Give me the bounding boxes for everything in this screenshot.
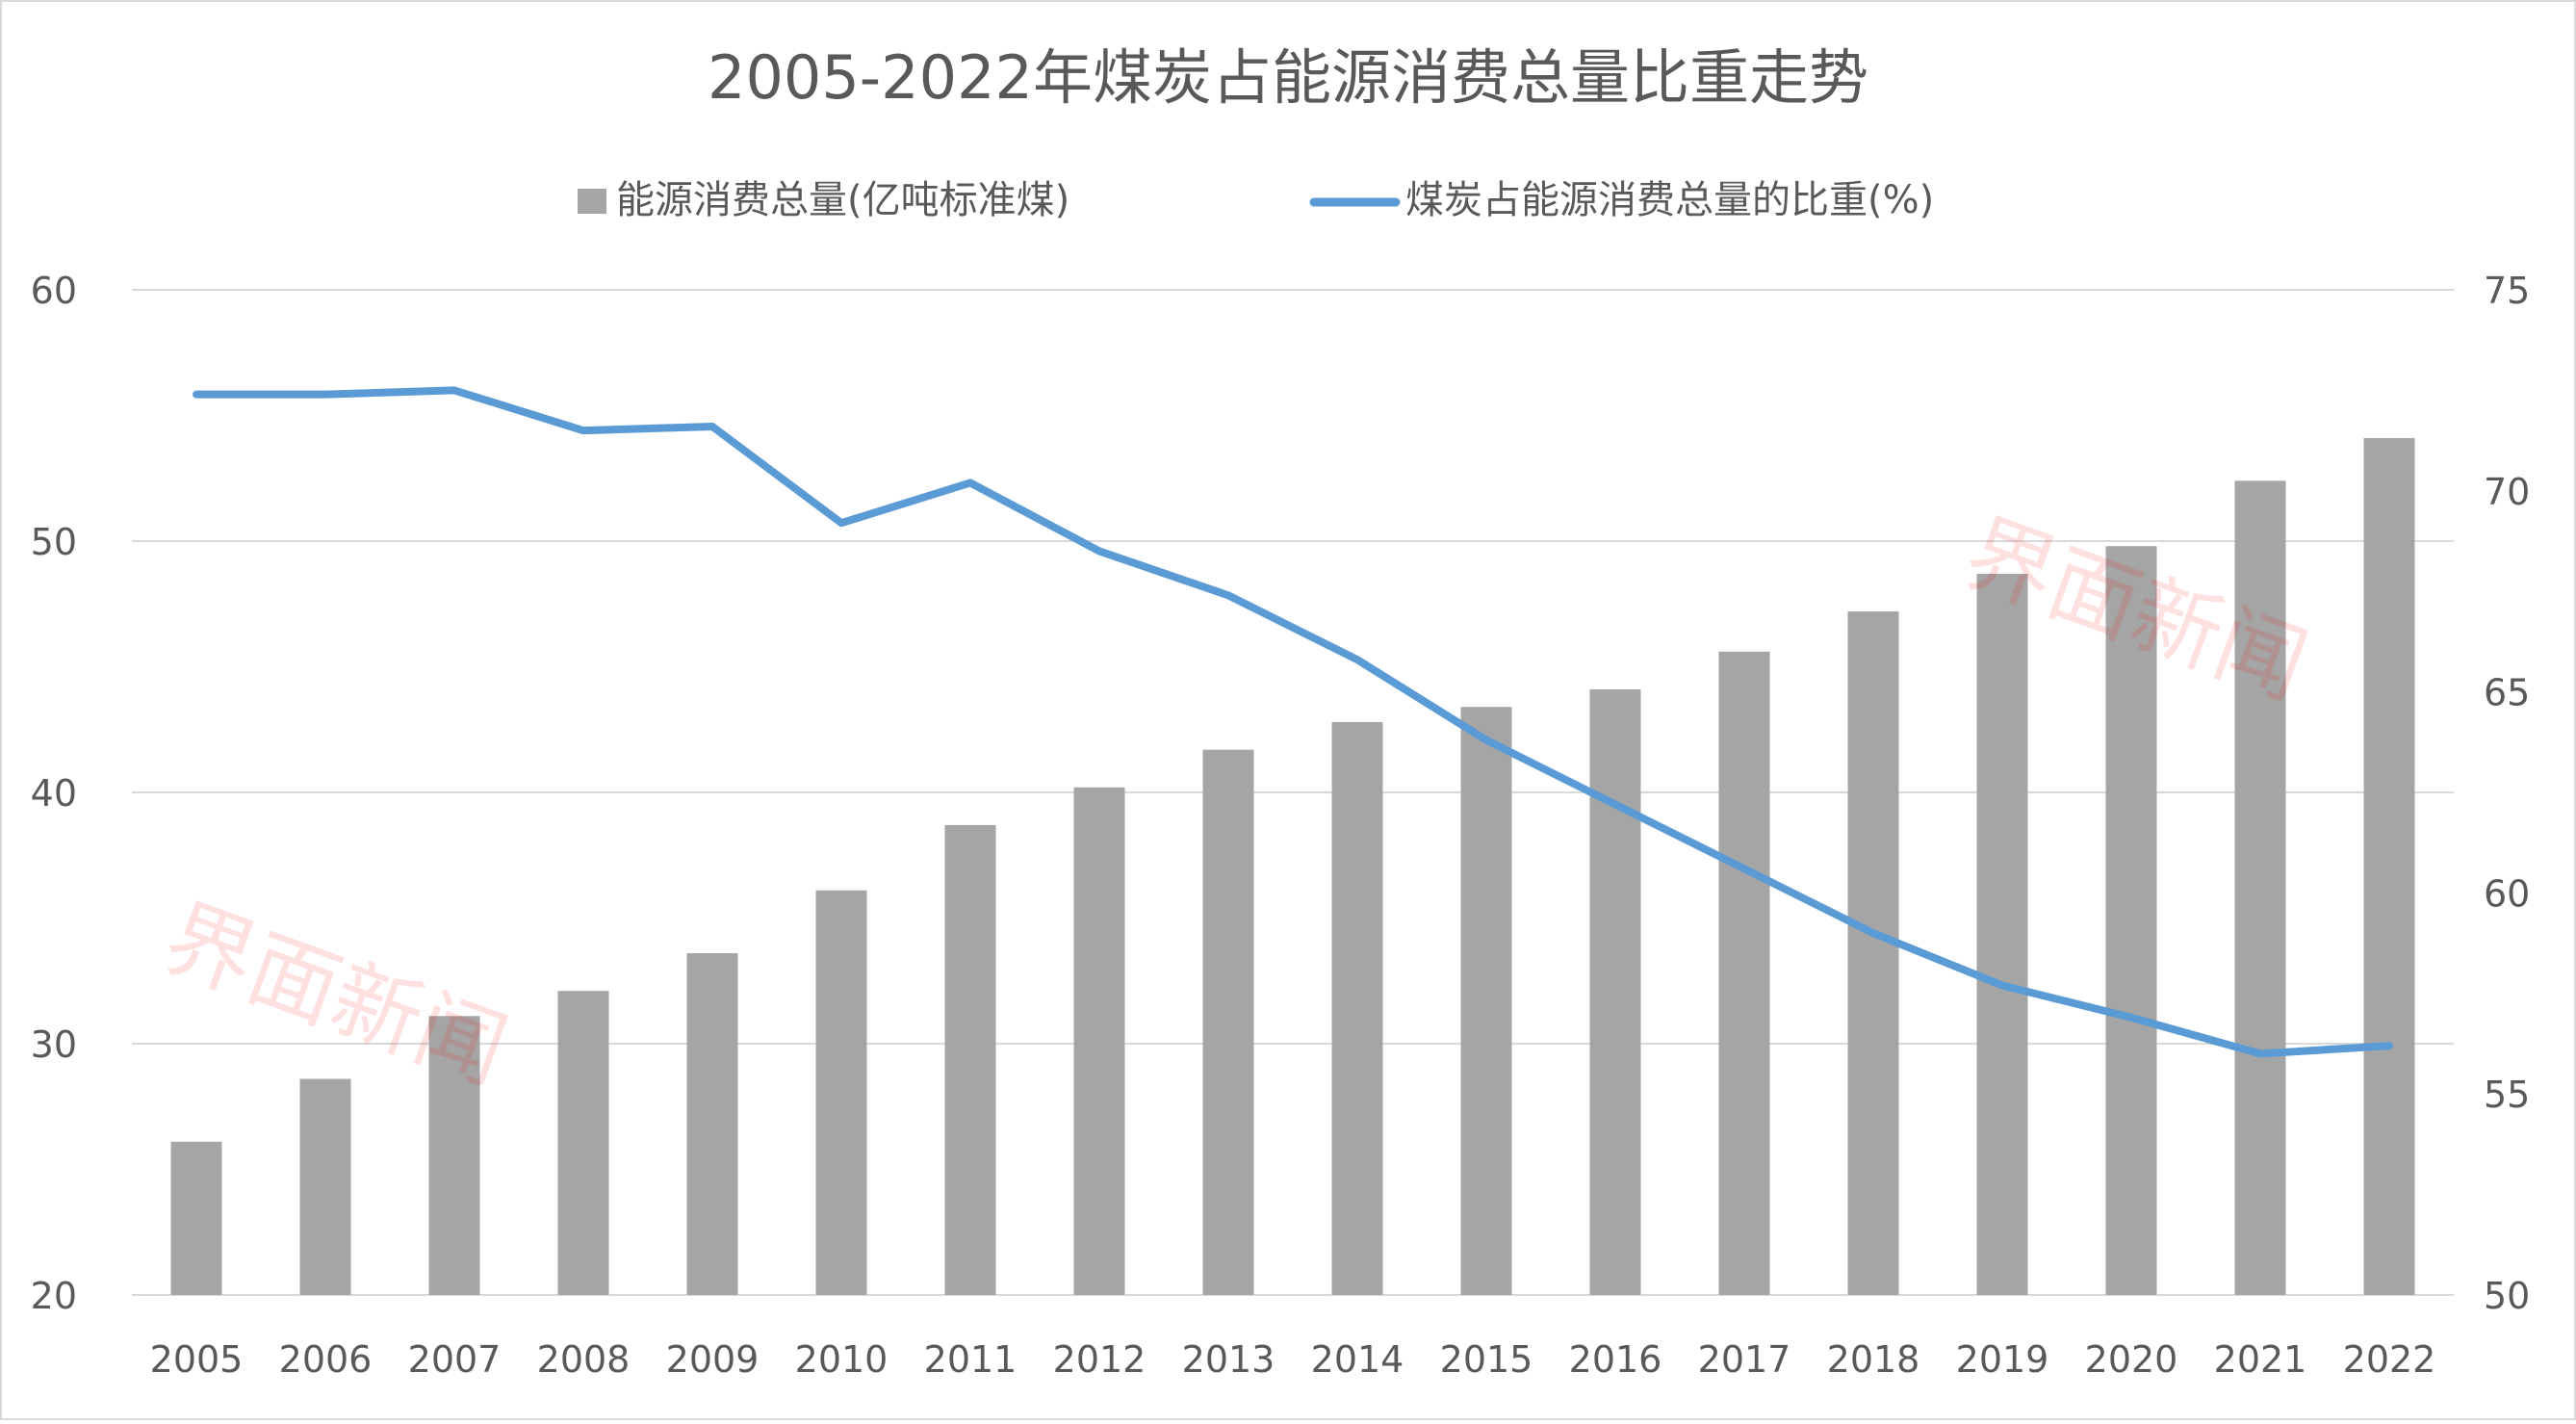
bar [816,891,867,1295]
x-tick-label: 2010 [795,1338,889,1381]
x-tick-label: 2020 [2085,1338,2178,1381]
bar [945,825,996,1295]
bar [2364,438,2415,1295]
bar [1590,689,1641,1295]
y-right-tick-label: 60 [2484,872,2530,915]
bar [1848,611,1899,1295]
bar [300,1079,351,1295]
x-tick-label: 2015 [1440,1338,1533,1381]
bar [1461,707,1512,1295]
y-left-tick-label: 50 [31,521,77,563]
bar [1977,574,2028,1295]
x-tick-label: 2011 [924,1338,1018,1381]
legend-swatch-bar [578,189,606,214]
y-right-tick-label: 70 [2484,471,2530,513]
x-tick-label: 2013 [1182,1338,1275,1381]
y-left-tick-label: 30 [31,1023,77,1066]
y-left-tick-label: 60 [31,270,77,312]
x-tick-label: 2017 [1698,1338,1791,1381]
x-tick-label: 2018 [1827,1338,1920,1381]
x-tick-label: 2019 [1956,1338,2049,1381]
x-tick-label: 2007 [408,1338,502,1381]
y-right-tick-label: 65 [2484,672,2530,714]
y-right-tick-label: 75 [2484,270,2530,312]
x-tick-label: 2014 [1311,1338,1404,1381]
x-tick-label: 2006 [279,1338,373,1381]
chart-title: 2005-2022年煤炭占能源消费总量比重走势 [708,42,1868,113]
x-tick-label: 2009 [666,1338,760,1381]
y-right-tick-label: 55 [2484,1074,2530,1116]
y-left-tick-label: 20 [31,1275,77,1317]
legend-label-bar: 能源消费总量(亿吨标准煤) [616,178,1069,222]
legend-label-line: 煤炭占能源消费总量的比重(%) [1405,178,1934,222]
x-tick-label: 2012 [1053,1338,1146,1381]
y-left-tick-label: 40 [31,772,77,815]
x-tick-label: 2021 [2214,1338,2307,1381]
bar [1332,722,1383,1295]
bar [171,1142,222,1295]
bar [687,953,738,1295]
y-right-tick-label: 50 [2484,1275,2530,1317]
x-tick-label: 2005 [150,1338,244,1381]
bar [1203,750,1254,1295]
x-tick-label: 2008 [537,1338,631,1381]
bar [558,991,609,1295]
x-tick-label: 2022 [2343,1338,2436,1381]
bar [1719,652,1770,1295]
x-tick-label: 2016 [1569,1338,1662,1381]
bar [1074,788,1125,1295]
